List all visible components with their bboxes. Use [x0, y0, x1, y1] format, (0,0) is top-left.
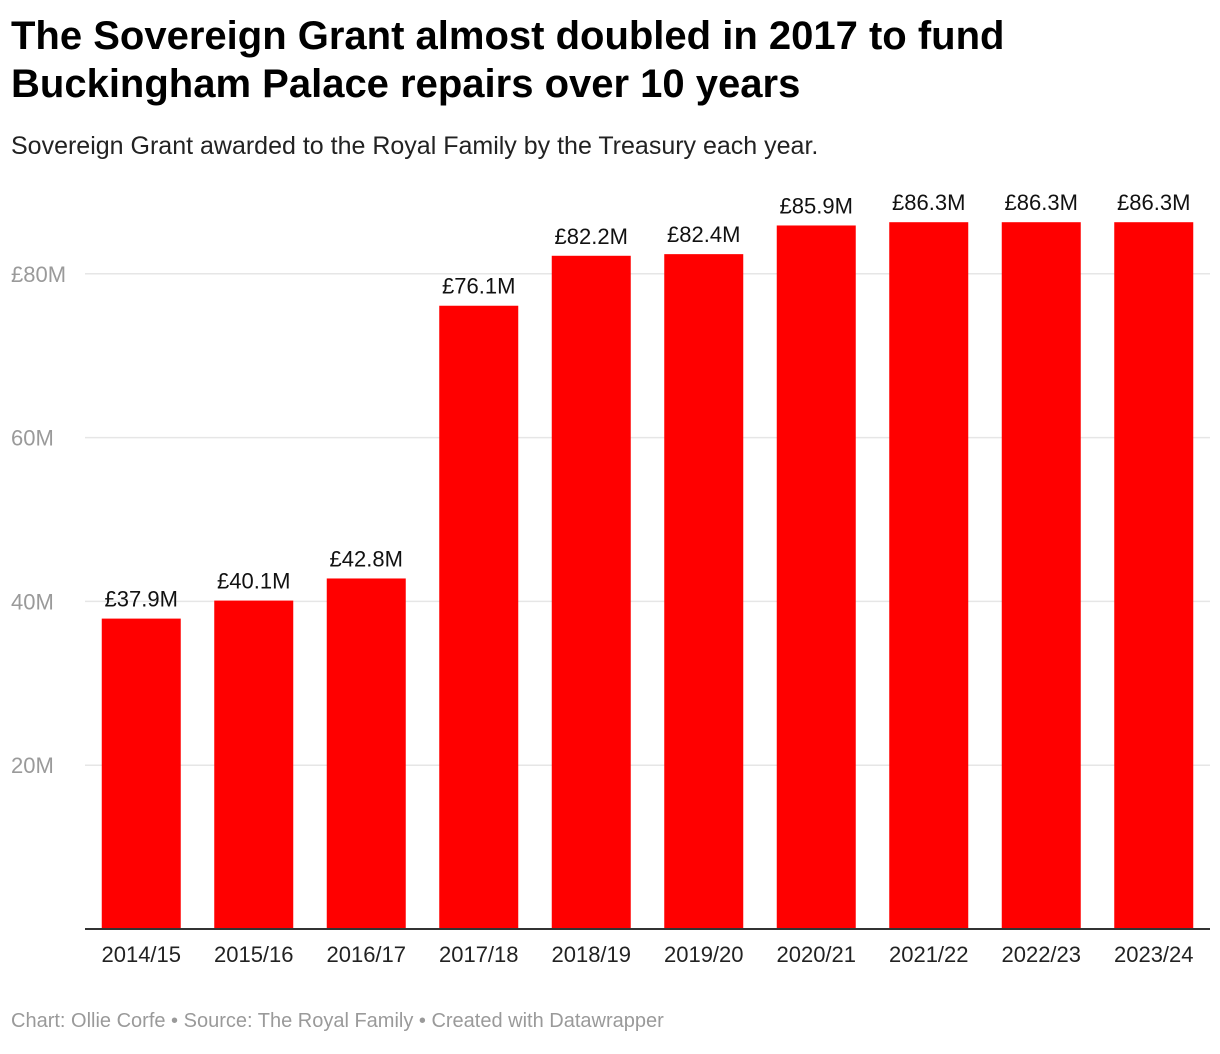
x-tick-label: 2014/15: [101, 942, 181, 967]
bar: [214, 600, 294, 929]
bar-value-label: £42.8M: [330, 546, 403, 571]
x-tick-label: 2015/16: [214, 942, 294, 967]
y-tick-label: 40M: [11, 589, 54, 614]
bar-value-label: £82.4M: [667, 222, 740, 247]
bar: [664, 254, 744, 930]
chart-footer: Chart: Ollie Corfe • Source: The Royal F…: [11, 1010, 664, 1032]
bar-value-label: £76.1M: [442, 274, 515, 299]
value-labels: £37.9M £40.1M £42.8M £76.1M £82.2M £82.4M £85.…: [105, 190, 1191, 611]
bar-value-label: £85.9M: [780, 193, 853, 218]
bar: [439, 305, 519, 930]
x-tick-label: 2021/22: [889, 942, 969, 967]
x-tick-label: 2019/20: [664, 942, 744, 967]
y-tick-label: 60M: [11, 426, 54, 451]
x-tick-label: 2022/23: [1001, 942, 1081, 967]
bar: [776, 225, 856, 929]
y-tick-label: 20M: [11, 753, 54, 778]
x-tick-label: 2017/18: [439, 942, 519, 967]
bar: [326, 578, 406, 929]
axes: 20M 40M 60M £80M 2014/15 2015/16 2016/17 2017/1…: [11, 262, 1210, 967]
x-tick-label: 2018/19: [551, 942, 631, 967]
bar: [1001, 222, 1081, 929]
bar: [551, 255, 631, 930]
bar-chart: £37.9M £40.1M £42.8M £76.1M £82.2M £82.4M £85.…: [11, 190, 1210, 967]
x-tick-label: 2020/21: [776, 942, 856, 967]
chart-subtitle: Sovereign Grant awarded to the Royal Fam…: [11, 132, 819, 160]
x-tick-label: 2023/24: [1114, 942, 1194, 967]
chart-title: The Sovereign Grant almost doubled in 20…: [11, 14, 1005, 106]
bar: [889, 222, 969, 929]
bar-value-label: £86.3M: [1005, 190, 1078, 215]
bar-value-label: £86.3M: [892, 190, 965, 215]
bar-value-label: £82.2M: [555, 224, 628, 249]
bar-value-label: £86.3M: [1117, 190, 1190, 215]
bar-value-label: £37.9M: [105, 587, 178, 612]
bar: [101, 618, 181, 929]
bar: [1114, 222, 1194, 929]
y-tick-label: £80M: [11, 262, 66, 287]
x-tick-label: 2016/17: [326, 942, 406, 967]
bars: [101, 222, 1194, 930]
bar-value-label: £40.1M: [217, 569, 290, 594]
